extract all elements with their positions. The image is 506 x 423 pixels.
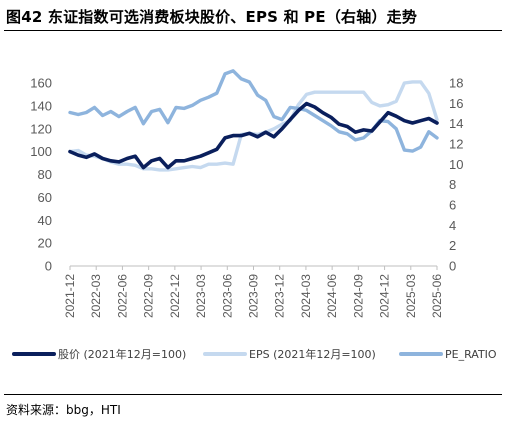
right-tick-label: 4: [449, 218, 456, 233]
left-tick-label: 0: [45, 259, 52, 274]
x-tick-label: 2022-06: [115, 274, 129, 318]
legend: 股价 (2021年12月=100) EPS (2021年12月=100) PE_RA…: [12, 347, 497, 361]
right-tick-label: 10: [449, 157, 463, 172]
legend-label: 股价 (2021年12月=100): [58, 347, 186, 361]
series-lines: [68, 69, 439, 172]
x-tick-label: 2021-12: [63, 274, 77, 318]
left-tick-label: 120: [30, 121, 52, 136]
left-tick-label: 160: [30, 76, 52, 91]
left-tick-label: 140: [30, 98, 52, 113]
left-tick-label: 40: [38, 213, 52, 228]
title-rule: [4, 30, 502, 31]
left-tick-label: 100: [30, 144, 52, 159]
right-tick-label: 2: [449, 238, 456, 253]
left-tick-label: 20: [38, 236, 52, 251]
left-y-axis: 0 20 40 60 80 100 120 140 160: [30, 76, 52, 274]
x-tick-label: 2024-06: [325, 274, 339, 318]
source-rule: [4, 394, 502, 395]
x-tick-label: 2025-06: [430, 274, 444, 318]
x-tick-label: 2023-09: [247, 274, 261, 318]
right-tick-label: 0: [449, 259, 456, 274]
x-tick-label: 2024-03: [299, 274, 313, 318]
right-y-axis: 0 2 4 6 8 10 12 14 16 18: [449, 76, 463, 274]
chart-area: 0 20 40 60 80 100 120 140 160 0 2 4 6 8 10 12 14 16 18 20…: [12, 69, 497, 361]
legend-label: PE_RATIO: [445, 348, 497, 361]
series-line-price: [68, 101, 439, 170]
x-tick-label: 2024-09: [351, 274, 365, 318]
right-tick-label: 12: [449, 137, 463, 152]
x-tick-label: 2024-12: [378, 274, 392, 318]
source-note: 资料来源：bbg，HTI: [6, 403, 121, 417]
right-tick-label: 8: [449, 177, 456, 192]
x-tick-label: 2023-03: [194, 274, 208, 318]
right-tick-label: 6: [449, 198, 456, 213]
right-tick-label: 16: [449, 96, 463, 111]
x-tick-label: 2023-06: [220, 274, 234, 318]
x-axis: 2021-12 2022-03 2022-06 2022-09 2022-12 2023-…: [63, 265, 444, 318]
x-tick-label: 2023-12: [273, 274, 287, 318]
x-tick-label: 2022-12: [168, 274, 182, 318]
series-line-pe-ratio: [68, 69, 439, 153]
chart-title: 图42 东证指数可选消费板块股价、EPS 和 PE（右轴）走势: [6, 8, 418, 26]
right-tick-label: 18: [449, 76, 463, 91]
x-tick-label: 2022-03: [89, 274, 103, 318]
x-tick-label: 2025-03: [404, 274, 418, 318]
left-tick-label: 60: [38, 190, 52, 205]
left-tick-label: 80: [38, 167, 52, 182]
right-tick-label: 14: [449, 116, 463, 131]
x-tick-label: 2022-09: [142, 274, 156, 318]
series-line-eps: [68, 80, 439, 172]
legend-label: EPS (2021年12月=100): [249, 347, 376, 361]
